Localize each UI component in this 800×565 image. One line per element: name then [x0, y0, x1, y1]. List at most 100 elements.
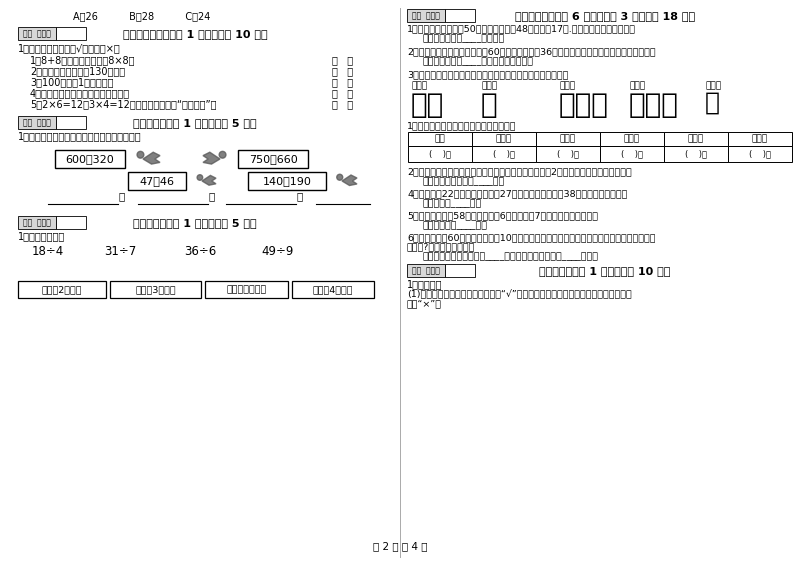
- Text: 答：五年级再做____朵和六年级同样多。: 答：五年级再做____朵和六年级同样多。: [423, 57, 534, 66]
- Text: 2．小明的身高大约是130厘米．: 2．小明的身高大约是130厘米．: [30, 66, 125, 76]
- Text: 1．商店上周运进童车50辆，这周又运进48辆，卖出17辆.现在商店有多少辆童车？: 1．商店上周运进童车50辆，这周又运进48辆，卖出17辆.现在商店有多少辆童车？: [407, 24, 636, 33]
- Text: 4．角的两条边越长，这个角就越大．: 4．角的两条边越长，这个角就越大．: [30, 88, 130, 98]
- Text: 答：现在还有____只。: 答：现在还有____只。: [423, 221, 488, 230]
- Bar: [664, 146, 728, 162]
- Polygon shape: [342, 175, 357, 185]
- Text: 2．同学们做纸花，六年级做了60朵，五年级做了36朵，五年级再做多少朵和六年级同样多？: 2．同学们做纸花，六年级做了60朵，五年级做了36朵，五年级再做多少朵和六年级同…: [407, 47, 656, 56]
- Bar: [728, 146, 792, 162]
- Bar: [445, 9, 475, 22]
- Text: 600－320: 600－320: [66, 154, 114, 164]
- Text: (    )人: ( )人: [749, 150, 771, 159]
- Bar: [238, 150, 308, 168]
- Text: 1．判断对错，对的打√，错的打×。: 1．判断对错，对的打√，错的打×。: [18, 43, 121, 53]
- Text: （   ）: （ ）: [332, 88, 353, 98]
- Text: 1．把统计出的数据整理到下面的表格中。: 1．把统计出的数据整理到下面的表格中。: [407, 121, 517, 130]
- Text: 18÷4: 18÷4: [32, 245, 64, 258]
- Text: 七、连一连（共 1 大题，共计 5 分）: 七、连一连（共 1 大题，共计 5 分）: [133, 218, 257, 228]
- Text: 八、解决问题（共 6 小题，每题 3 分，共计 18 分）: 八、解决问题（共 6 小题，每题 3 分，共计 18 分）: [515, 11, 695, 21]
- Text: 1．看一看。: 1．看一看。: [407, 279, 442, 289]
- Text: 第 2 页 共 4 页: 第 2 页 共 4 页: [373, 541, 427, 551]
- Text: 140＋190: 140＋190: [262, 176, 311, 186]
- Text: 余数是3的算式: 余数是3的算式: [135, 285, 176, 294]
- Text: (    )人: ( )人: [557, 150, 579, 159]
- Bar: [56, 116, 86, 129]
- Text: 航模组: 航模组: [411, 81, 427, 90]
- Text: 美术组: 美术组: [624, 134, 640, 144]
- Text: ＜: ＜: [297, 191, 303, 201]
- Text: 得分  评卷人: 得分 评卷人: [23, 29, 51, 38]
- Text: ＜: ＜: [209, 191, 215, 201]
- Text: （   ）: （ ）: [332, 77, 353, 87]
- Circle shape: [137, 151, 144, 158]
- Bar: [472, 146, 536, 162]
- Text: 2．参加舞蹈组的人数是参加航模组和科技组人数总和的2倍，参加舞蹈组的有多少人？: 2．参加舞蹈组的人数是参加航模组和科技组人数总和的2倍，参加舞蹈组的有多少人？: [407, 167, 632, 176]
- Text: 美术组: 美术组: [559, 81, 575, 90]
- Text: （   ）: （ ）: [332, 55, 353, 65]
- Text: 得分  评卷人: 得分 评卷人: [412, 11, 440, 20]
- Bar: [407, 9, 445, 22]
- Text: 1．用线连一连．: 1．用线连一连．: [18, 231, 66, 241]
- Bar: [408, 146, 472, 162]
- Text: 正丁: 正丁: [411, 91, 444, 119]
- Bar: [18, 27, 56, 40]
- Text: 750－660: 750－660: [249, 154, 298, 164]
- Text: 5．羊圈里原来有58只羊，先走了6只，又走了7只，现在还有多少只？: 5．羊圈里原来有58只羊，先走了6只，又走了7只，现在还有多少只？: [407, 211, 598, 220]
- Circle shape: [219, 151, 226, 158]
- Text: 得分  评卷人: 得分 评卷人: [412, 266, 440, 275]
- Text: 没有余数的算式: 没有余数的算式: [226, 285, 266, 294]
- Polygon shape: [143, 152, 160, 164]
- Text: 1．把下列算式按得数大小，从小到大排一行．: 1．把下列算式按得数大小，从小到大排一行．: [18, 131, 142, 141]
- Text: (    )人: ( )人: [429, 150, 451, 159]
- Bar: [292, 281, 374, 298]
- Text: 十、综合题（共 1 大题，共计 10 分）: 十、综合题（共 1 大题，共计 10 分）: [539, 266, 670, 276]
- Text: 36÷6: 36÷6: [184, 245, 216, 258]
- Text: 4．班级里有22张精光纸，又买来27张，开展欢会时用去38张，还剩下多少张？: 4．班级里有22张精光纸，又买来27张，开展欢会时用去38张，还剩下多少张？: [407, 189, 627, 198]
- Bar: [18, 116, 56, 129]
- Text: （   ）: （ ）: [332, 66, 353, 76]
- Text: (    )人: ( )人: [493, 150, 515, 159]
- Text: 合计: 合计: [434, 134, 446, 144]
- Text: 47＋46: 47＋46: [139, 176, 174, 186]
- Polygon shape: [203, 152, 220, 164]
- Text: 得分  评卷人: 得分 评卷人: [23, 118, 51, 127]
- Text: 的铁钉?还剩下多少厘米？: 的铁钉?还剩下多少厘米？: [407, 242, 475, 251]
- Text: 电脑组: 电脑组: [688, 134, 704, 144]
- Text: 正正正: 正正正: [559, 91, 609, 119]
- Text: 49÷9: 49÷9: [262, 245, 294, 258]
- Text: 5．2×6=12和3×4=12都可以用乘法口诀“三四十二”．: 5．2×6=12和3×4=12都可以用乘法口诀“三四十二”．: [30, 99, 217, 109]
- Bar: [600, 132, 664, 146]
- Text: 1．8+8改写成乘法算式是8×8．: 1．8+8改写成乘法算式是8×8．: [30, 55, 135, 65]
- Text: 科技组: 科技组: [752, 134, 768, 144]
- Bar: [536, 132, 600, 146]
- Text: (    )人: ( )人: [685, 150, 707, 159]
- Text: 6．一根铁丝长60厘米，工人师傈10厘米长的铁丝做一个铁钉，这根铁丝一共可以做几个这样: 6．一根铁丝长60厘米，工人师傈10厘米长的铁丝做一个铁钉，这根铁丝一共可以做几…: [407, 233, 655, 242]
- Text: 答：这根铁丝一共可以做____个这样的铁钉，还剩下____厘米。: 答：这根铁丝一共可以做____个这样的铁钉，还剩下____厘米。: [423, 252, 599, 261]
- Bar: [407, 264, 445, 277]
- Bar: [536, 146, 600, 162]
- Text: 六、比一比（共 1 大题，共计 5 分）: 六、比一比（共 1 大题，共计 5 分）: [133, 118, 257, 128]
- Text: 3．下面是光明小学二年级同学参加部分兴趣小组的记录情况。: 3．下面是光明小学二年级同学参加部分兴趣小组的记录情况。: [407, 70, 568, 79]
- Bar: [600, 146, 664, 162]
- Bar: [472, 132, 536, 146]
- Text: 答：参加舞蹈组的有____人。: 答：参加舞蹈组的有____人。: [423, 177, 506, 186]
- Text: （   ）: （ ）: [332, 99, 353, 109]
- Bar: [110, 281, 201, 298]
- Text: 书法组: 书法组: [560, 134, 576, 144]
- Text: 答：还剩下____张。: 答：还剩下____张。: [423, 199, 482, 208]
- Text: (    )人: ( )人: [621, 150, 643, 159]
- Text: 3．100厘米和1米一样长．: 3．100厘米和1米一样长．: [30, 77, 114, 87]
- Bar: [128, 172, 186, 190]
- Bar: [18, 216, 56, 229]
- Text: 电脑组: 电脑组: [629, 81, 645, 90]
- Bar: [18, 281, 106, 298]
- Text: 余数是2的算式: 余数是2的算式: [42, 285, 82, 294]
- Text: 正: 正: [705, 91, 720, 115]
- Text: 书法组: 书法组: [481, 81, 497, 90]
- Text: A．26          B．28          C．24: A．26 B．28 C．24: [73, 11, 210, 21]
- Bar: [56, 27, 86, 40]
- Text: 余数是4的算式: 余数是4的算式: [313, 285, 354, 294]
- Text: 答：现在商店有____辆童车。: 答：现在商店有____辆童车。: [423, 34, 506, 43]
- Text: 的画“×”。: 的画“×”。: [407, 299, 442, 308]
- Text: 得分  评卷人: 得分 评卷人: [23, 218, 51, 227]
- Text: (1)下面的图形中是轴对称图形的画“√”，并画出它其中一条对称轴，不是轴对称图形: (1)下面的图形中是轴对称图形的画“√”，并画出它其中一条对称轴，不是轴对称图形: [407, 290, 632, 299]
